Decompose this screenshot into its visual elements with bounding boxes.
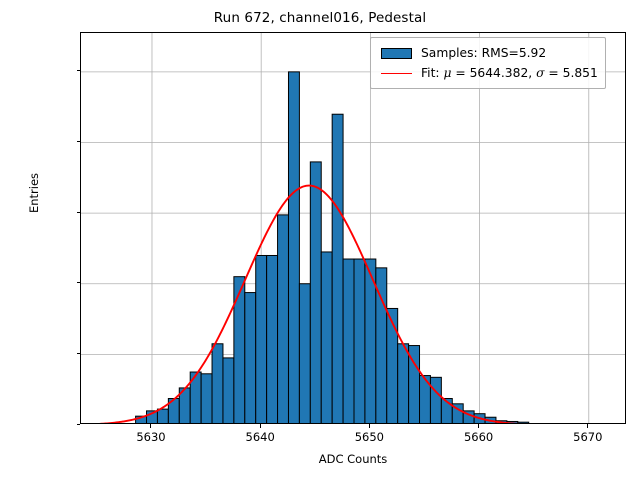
x-axis-label: ADC Counts <box>318 452 388 466</box>
x-tick-label: 5670 <box>573 430 603 444</box>
histogram-bar <box>506 420 519 423</box>
y-axis-label-wrap: Entries <box>0 0 41 213</box>
x-tick-mark <box>368 424 370 428</box>
legend-mu-symbol: μ <box>443 66 452 80</box>
histogram-bars <box>135 71 530 423</box>
x-tick-mark <box>478 424 480 428</box>
plot-area <box>80 32 626 424</box>
legend-sigma-symbol: σ <box>536 66 545 80</box>
legend-entry-fit: Fit: μ = 5644.382, σ = 5.851 <box>377 63 598 83</box>
y-tick-mark <box>76 211 80 213</box>
x-tick-label: 5650 <box>354 430 385 444</box>
chart-title: Run 672, channel016, Pedestal <box>213 10 427 26</box>
legend-line-icon <box>380 72 412 74</box>
legend-entry-samples: Samples: RMS=5.92 <box>377 43 598 63</box>
y-tick-mark <box>76 423 80 425</box>
x-tick-mark <box>150 424 152 428</box>
legend-label-samples: Samples: RMS=5.92 <box>421 46 547 60</box>
legend-label-fit: Fit: μ = 5644.382, σ = 5.851 <box>415 66 598 80</box>
legend-patch-icon <box>380 47 412 59</box>
y-tick-mark <box>76 70 80 72</box>
histogram-bar <box>287 71 300 423</box>
x-tick-label: 5630 <box>136 430 166 444</box>
legend-sigma-value: = 5.851 <box>544 66 598 80</box>
histogram-svg <box>81 33 625 423</box>
gaussian-fit-curve <box>98 184 520 423</box>
x-tick-mark <box>587 424 589 428</box>
legend-patch-wrap <box>377 47 415 59</box>
y-tick-mark <box>76 282 80 284</box>
legend-fit-prefix: Fit: <box>421 66 444 80</box>
legend-line-wrap <box>377 72 415 74</box>
x-tick-mark <box>259 424 261 428</box>
legend-box: Samples: RMS=5.92 Fit: μ = 5644.382, σ =… <box>370 37 606 89</box>
y-axis-label: Entries <box>27 172 41 214</box>
legend-mu-value: = 5644.382, <box>451 66 537 80</box>
y-tick-mark <box>76 352 80 354</box>
x-tick-label: 5660 <box>463 430 494 444</box>
x-tick-label: 5640 <box>245 430 275 444</box>
histogram-bar <box>517 421 530 423</box>
y-tick-mark <box>76 140 80 142</box>
